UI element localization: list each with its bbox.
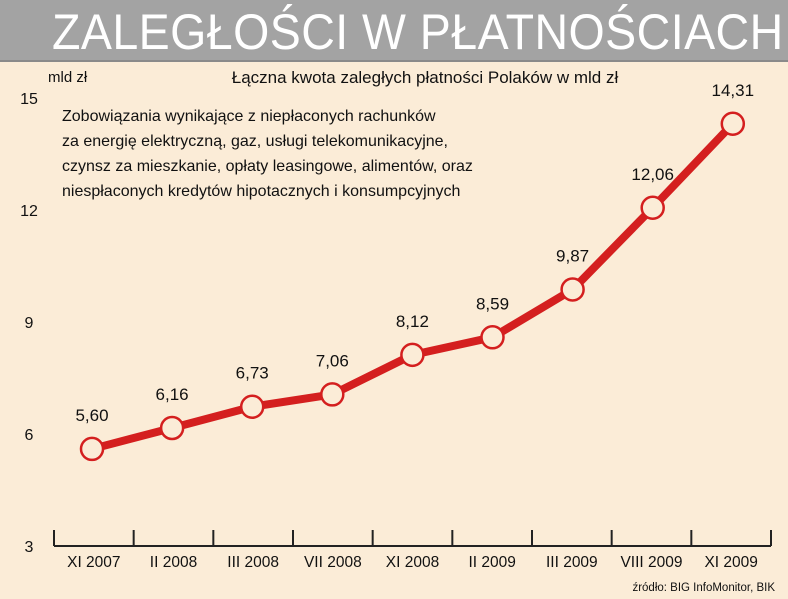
data-point xyxy=(239,394,265,419)
data-point xyxy=(79,436,105,462)
y-tick-label: 9 xyxy=(25,315,34,332)
data-point xyxy=(560,277,585,302)
data-label: 5,60 xyxy=(75,406,108,425)
annotation-line-4: niespłaconych kredytów hipotacznych i ko… xyxy=(62,183,460,200)
x-tick-label: III 2008 xyxy=(227,554,279,571)
x-tick-label: II 2008 xyxy=(150,554,197,571)
page-title: ZALEGŁOŚCI W PŁATNOŚCIACH xyxy=(52,4,784,60)
x-tick-label: VII 2008 xyxy=(304,554,362,571)
annotation-line-2: za energię elektryczną, gaz, usługi tele… xyxy=(62,133,448,150)
source-note: źródło: BIG InfoMonitor, BIK xyxy=(632,582,775,594)
data-label: 12,06 xyxy=(631,165,674,184)
data-label: 6,73 xyxy=(236,364,269,383)
x-tick-label: XI 2009 xyxy=(704,554,757,571)
y-axis-unit-label: mld zł xyxy=(48,69,88,86)
series-group: 5,60 6,16 6,73 7,06 8,12 8,59 9,87 12,06 14,31 xyxy=(75,81,755,462)
x-tick-label: VIII 2009 xyxy=(620,554,682,571)
data-label: 6,16 xyxy=(156,385,189,404)
data-point xyxy=(480,325,505,350)
annotation-line-3: czynsz za mieszkanie, opłaty leasingowe,… xyxy=(62,158,473,175)
data-point xyxy=(400,342,425,368)
y-tick-label: 6 xyxy=(25,427,34,444)
x-axis: XI 2007 II 2008 III 2008 VII 2008 XI 2008 II … xyxy=(53,530,772,571)
x-tick-label: III 2009 xyxy=(546,554,598,571)
header-band: ZALEGŁOŚCI W PŁATNOŚCIACH xyxy=(0,0,788,62)
data-label: 8,59 xyxy=(476,294,509,313)
y-tick-label: 12 xyxy=(20,203,38,220)
x-tick-label: XI 2008 xyxy=(386,554,439,571)
data-label: 14,31 xyxy=(712,81,755,100)
chart-title: Łączna kwota zaległych płatności Polaków… xyxy=(232,68,619,87)
y-tick-label: 15 xyxy=(20,91,38,108)
data-label: 8,12 xyxy=(396,312,429,331)
annotation-line-1: Zobowiązania wynikające z niepłaconych r… xyxy=(62,108,436,125)
data-point xyxy=(720,111,746,137)
data-point xyxy=(320,382,345,407)
y-axis-ticks: 3 6 9 12 15 xyxy=(20,91,38,556)
data-label: 7,06 xyxy=(316,351,349,370)
data-point xyxy=(640,195,665,221)
x-tick-label: XI 2007 xyxy=(67,554,120,571)
data-label: 9,87 xyxy=(556,247,589,266)
x-tick-label: II 2009 xyxy=(468,554,515,571)
data-point xyxy=(159,415,185,441)
y-tick-label: 3 xyxy=(25,539,34,556)
